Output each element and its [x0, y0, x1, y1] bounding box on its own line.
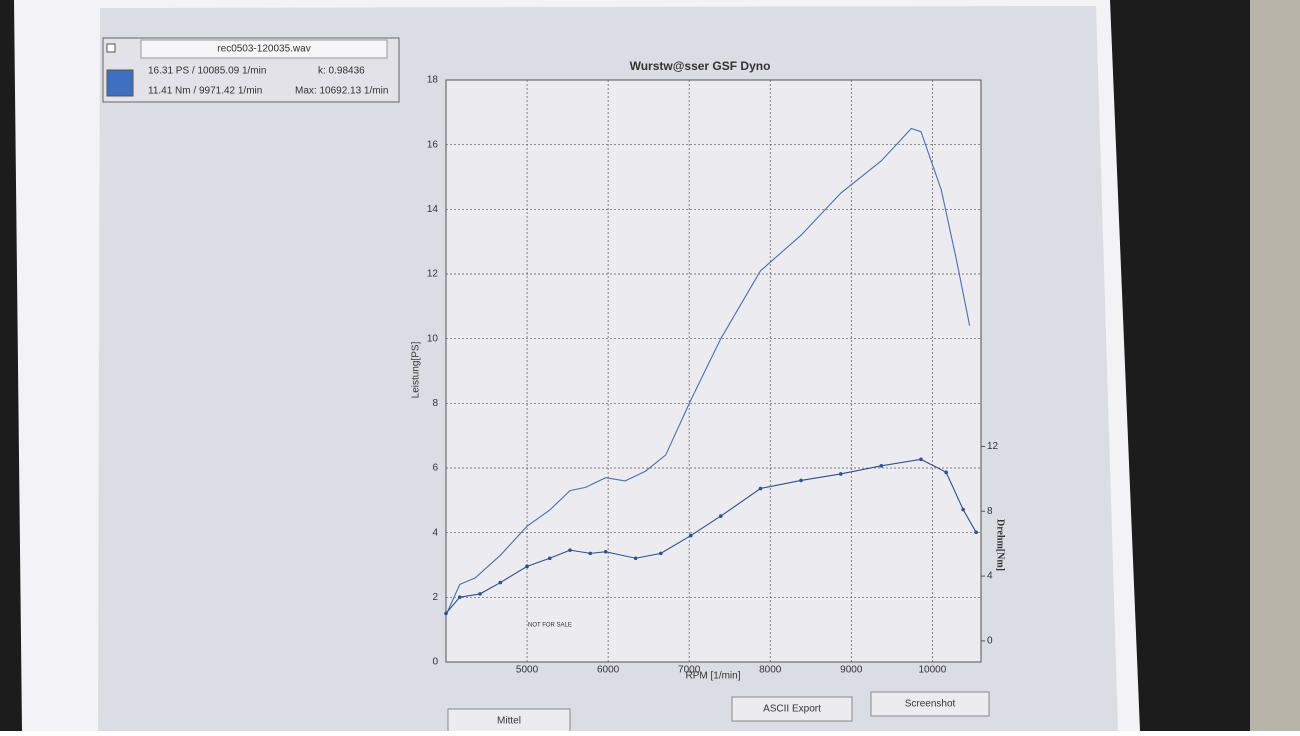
- marker: [478, 592, 482, 596]
- y-axis-label: Leistung[PS]: [411, 341, 422, 398]
- y2-axis-label: Drehm[Nm]: [995, 519, 1006, 571]
- marker: [758, 486, 763, 491]
- button-label[interactable]: ASCII Export: [763, 704, 821, 715]
- marker: [603, 549, 608, 554]
- y-tick-label: 14: [427, 204, 439, 215]
- marker: [547, 556, 552, 561]
- marker: [944, 470, 948, 475]
- marker: [919, 457, 923, 462]
- power-peak: 16.31 PS / 10085.09 1/min: [148, 66, 266, 77]
- button[interactable]: ASCII Export: [731, 696, 853, 722]
- y-tick-label: 18: [427, 75, 439, 86]
- y-tick-label: 4: [432, 527, 438, 538]
- torque-peak: 11.41 Nm / 9971.42 1/min: [148, 86, 262, 97]
- x-tick-label: 10000: [918, 665, 946, 676]
- button[interactable]: Mittel: [447, 708, 571, 734]
- button-face[interactable]: [870, 691, 990, 717]
- marker: [457, 595, 462, 599]
- y-tick-label: 16: [427, 139, 439, 150]
- color-swatch: [106, 69, 134, 97]
- y2-tick-label: 8: [987, 506, 993, 517]
- plot-area: [445, 79, 982, 663]
- y-tick-label: 10: [427, 333, 439, 344]
- marker: [588, 551, 593, 556]
- marker: [799, 478, 803, 483]
- y-tick-label: 6: [432, 463, 438, 474]
- marker: [838, 472, 843, 476]
- marker: [689, 533, 693, 538]
- checkbox[interactable]: [106, 43, 116, 53]
- marker: [659, 551, 663, 556]
- x-tick-label: 5000: [516, 665, 539, 676]
- y2-tick-label: 12: [987, 441, 999, 452]
- marker: [718, 514, 723, 518]
- x-tick-label: 9000: [840, 665, 863, 676]
- file-name: rec0503-120035.wav: [217, 44, 310, 55]
- button-face[interactable]: [731, 696, 853, 722]
- y-tick-label: 8: [432, 398, 438, 409]
- series-line: [445, 127, 971, 616]
- file-box: [140, 39, 388, 59]
- marker: [568, 548, 572, 552]
- marker: [525, 564, 529, 569]
- button-label[interactable]: Mittel: [497, 716, 521, 727]
- y2-tick-label: 4: [987, 571, 993, 582]
- wall: [1250, 0, 1300, 731]
- chart-title: Wurstw@sser GSF Dyno: [630, 59, 771, 73]
- marker: [974, 530, 978, 535]
- max-rpm: Max: 10692.13 1/min: [295, 86, 388, 97]
- marker: [961, 507, 965, 512]
- y-tick-label: 12: [427, 269, 439, 280]
- y-tick-label: 0: [432, 657, 438, 668]
- marker: [444, 611, 448, 616]
- k-factor: k: 0.98436: [318, 66, 365, 77]
- x-tick-label: 7000: [678, 665, 701, 676]
- y-tick-label: 2: [432, 592, 438, 603]
- button-label[interactable]: Screenshot: [905, 699, 956, 710]
- annotation: NOT FOR SALE: [528, 623, 572, 629]
- x-tick-label: 8000: [759, 665, 782, 676]
- marker: [498, 580, 503, 585]
- marker: [633, 556, 638, 561]
- marker: [879, 464, 884, 468]
- button[interactable]: Screenshot: [870, 691, 990, 717]
- x-tick-label: 6000: [597, 665, 620, 676]
- y2-tick-label: 0: [987, 636, 993, 647]
- x-axis-label: RPM [1/min]: [685, 671, 740, 682]
